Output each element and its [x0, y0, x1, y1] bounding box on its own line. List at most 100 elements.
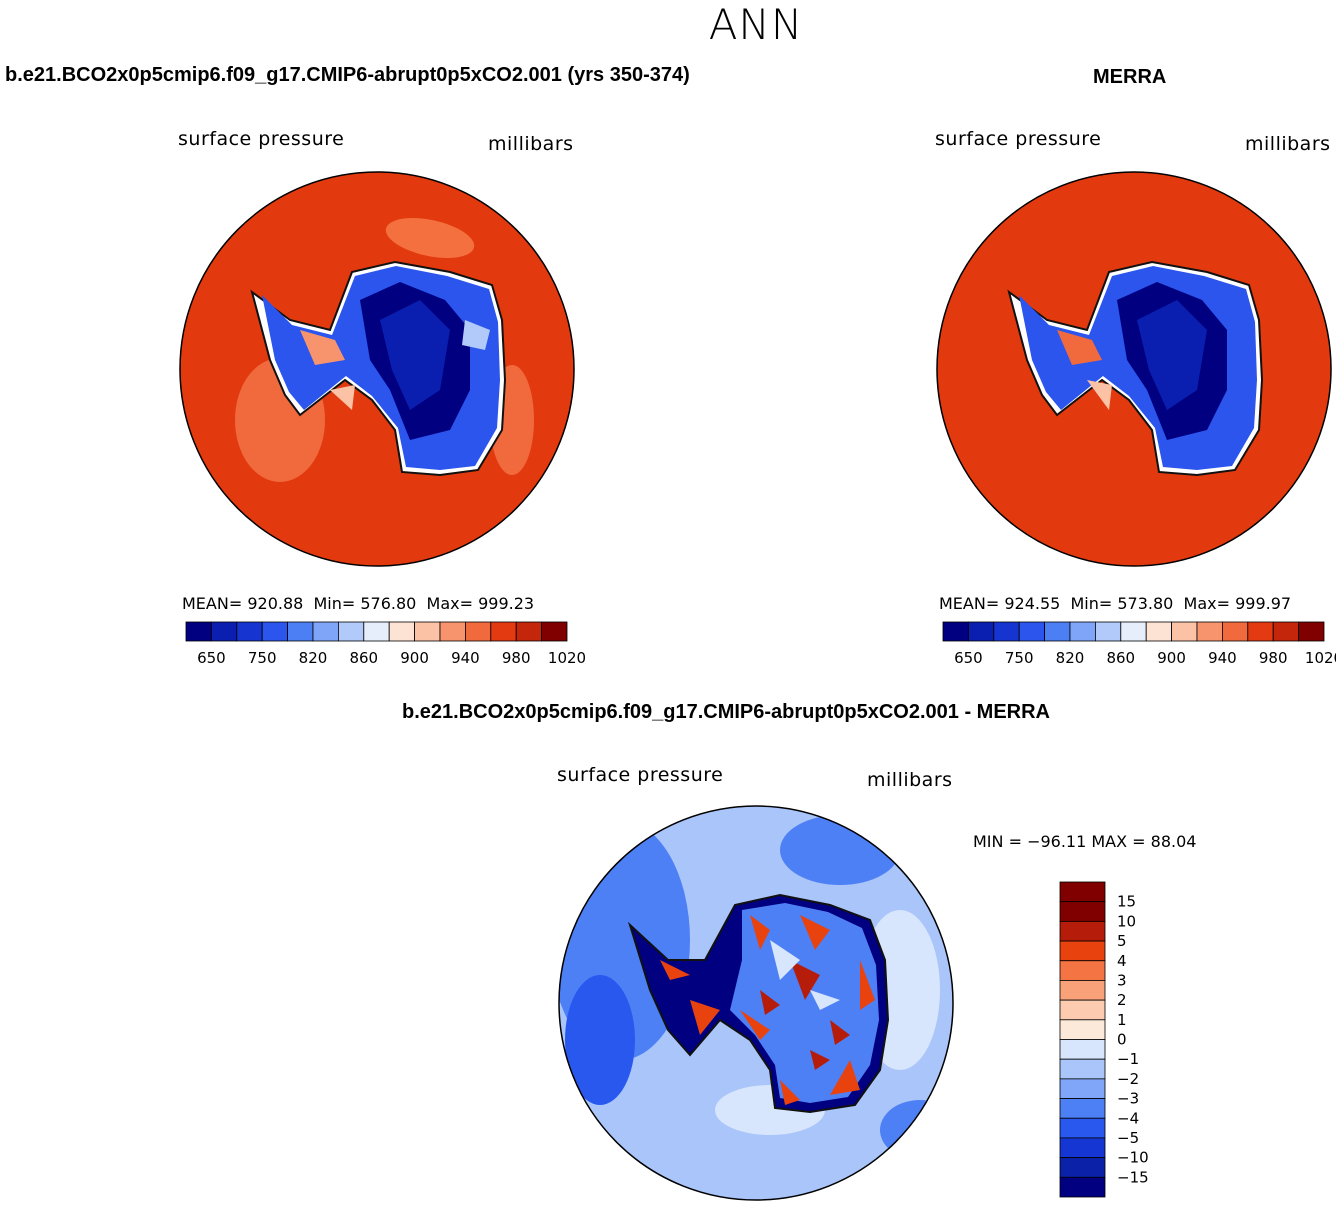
- obs-colorbar-tick-label: 750: [1005, 649, 1034, 667]
- model-colorbar-box: [388, 621, 416, 642]
- diff-colorbar-tick-label: −10: [1117, 1149, 1149, 1167]
- diff-colorbar-box: [1059, 1098, 1106, 1119]
- obs-mean-label: MEAN=: [939, 594, 1000, 613]
- model-colorbar-box: [541, 621, 568, 642]
- diff-stats: MIN = −96.11 MAX = 88.04: [973, 832, 1197, 851]
- diff-colorbar-tick-label: −2: [1117, 1070, 1139, 1088]
- diff-map: [558, 805, 954, 1201]
- obs-colorbar-tick-label: 650: [954, 649, 983, 667]
- obs-colorbar-box: [1247, 621, 1274, 642]
- obs-colorbar-box: [1095, 621, 1122, 642]
- model-min-label: Min=: [313, 594, 356, 613]
- obs-mean-value: 924.55: [1004, 594, 1061, 613]
- diff-colorbar-box: [1059, 940, 1106, 962]
- model-colorbar-box: [363, 621, 390, 642]
- model-colorbar-box: [312, 621, 339, 642]
- model-colorbar-tick-label: 1020: [548, 649, 586, 667]
- model-map: [179, 171, 575, 567]
- diff-colorbar-box: [1059, 1019, 1106, 1040]
- obs-colorbar-box: [1018, 621, 1046, 642]
- model-colorbar-box: [414, 621, 441, 642]
- diff-colorbar-box: [1059, 1117, 1106, 1139]
- obs-colorbar-box: [942, 621, 969, 642]
- model-colorbar-tick-label: 940: [451, 649, 480, 667]
- obs-colorbar-tick-label: 900: [1157, 649, 1186, 667]
- diff-colorbar-tick-label: 3: [1117, 971, 1127, 989]
- diff-colorbar-tick-label: 4: [1117, 952, 1127, 970]
- diff-units-label: millibars: [867, 769, 953, 791]
- model-colorbar-box: [464, 621, 492, 642]
- model-colorbar-tick-label: 750: [248, 649, 277, 667]
- model-colorbar-box: [210, 621, 238, 642]
- obs-colorbar-tick-label: 860: [1106, 649, 1135, 667]
- diff-colorbar-box: [1059, 881, 1106, 903]
- obs-colorbar-box: [1044, 621, 1071, 642]
- diff-colorbar-box: [1059, 980, 1106, 1001]
- diff-colorbar-tick-label: 15: [1117, 893, 1136, 911]
- model-colorbar-tick-label: 980: [502, 649, 531, 667]
- obs-max-value: 999.97: [1235, 594, 1292, 613]
- model-colorbar-tick-label: 860: [349, 649, 378, 667]
- obs-colorbar-box: [1069, 621, 1096, 642]
- model-stats: MEAN= 920.88 Min= 576.80 Max= 999.23: [182, 594, 534, 613]
- obs-panel-title: MERRA: [1093, 66, 1167, 88]
- obs-colorbar-box: [1120, 621, 1147, 642]
- diff-colorbar-box: [1059, 999, 1106, 1021]
- obs-colorbar-box: [993, 621, 1020, 642]
- model-colorbar-box: [261, 621, 289, 642]
- obs-colorbar: 650 750 820 860 900 940 980 1020: [942, 621, 1336, 667]
- model-colorbar-box: [287, 621, 314, 642]
- model-colorbar-tick-label: 650: [197, 649, 226, 667]
- diff-colorbar-box: [1059, 1058, 1106, 1080]
- diff-colorbar-box: [1059, 1078, 1106, 1099]
- figure-title: ANN: [708, 0, 804, 49]
- obs-min-label: Min=: [1070, 594, 1113, 613]
- diff-colorbar-box: [1059, 1137, 1106, 1159]
- diff-colorbar-box: [1059, 1176, 1106, 1198]
- diff-colorbar-box: [1059, 920, 1106, 942]
- obs-colorbar-box: [968, 621, 995, 642]
- model-colorbar-tick-label: 820: [299, 649, 328, 667]
- diff-colorbar-tick-label: −5: [1117, 1129, 1139, 1147]
- obs-map: [936, 171, 1332, 567]
- model-colorbar: 650 750 820 860 900 940 980 1020: [185, 621, 586, 667]
- model-colorbar-box: [236, 621, 263, 642]
- obs-colorbar-tick-label: 820: [1056, 649, 1085, 667]
- obs-colorbar-box: [1145, 621, 1172, 642]
- obs-colorbar-box: [1272, 621, 1299, 642]
- obs-colorbar-tick-label: 1020: [1305, 649, 1336, 667]
- diff-colorbar-tick-label: 1: [1117, 1011, 1127, 1029]
- obs-stats: MEAN= 924.55 Min= 573.80 Max= 999.97: [939, 594, 1291, 613]
- model-colorbar-box: [515, 621, 543, 642]
- obs-units-label: millibars: [1245, 133, 1331, 155]
- diff-colorbar-tick-label: 0: [1117, 1031, 1127, 1049]
- model-panel-title: b.e21.BCO2x0p5cmip6.f09_g17.CMIP6-abrupt…: [5, 64, 690, 86]
- model-colorbar-box: [490, 621, 517, 642]
- diff-colorbar-box: [1059, 1039, 1106, 1060]
- obs-colorbar-tick-label: 980: [1259, 649, 1288, 667]
- obs-colorbar-box: [1222, 621, 1249, 642]
- model-max-value: 999.23: [478, 594, 535, 613]
- diff-panel-title: b.e21.BCO2x0p5cmip6.f09_g17.CMIP6-abrupt…: [402, 701, 1050, 723]
- obs-colorbar-box: [1196, 621, 1223, 642]
- model-variable-label: surface pressure: [178, 128, 345, 150]
- model-colorbar-box: [185, 621, 212, 642]
- diff-colorbar-tick-label: 5: [1117, 932, 1127, 950]
- diff-colorbar-tick-label: 10: [1117, 912, 1136, 930]
- diff-colorbar-tick-label: 2: [1117, 991, 1127, 1009]
- obs-colorbar-box: [1171, 621, 1198, 642]
- diff-colorbar-tick-label: −4: [1117, 1109, 1139, 1127]
- model-units-label: millibars: [488, 133, 574, 155]
- diff-variable-label: surface pressure: [557, 764, 724, 786]
- diff-colorbar-tick-label: −1: [1117, 1050, 1139, 1068]
- model-max-label: Max=: [426, 594, 474, 613]
- diff-colorbar-box: [1059, 960, 1106, 981]
- model-colorbar-tick-label: 900: [400, 649, 429, 667]
- obs-variable-label: surface pressure: [935, 128, 1102, 150]
- diff-colorbar-tick-label: −15: [1117, 1168, 1149, 1186]
- obs-colorbar-box: [1298, 621, 1325, 642]
- diff-colorbar-tick-label: −3: [1117, 1090, 1139, 1108]
- obs-colorbar-tick-label: 940: [1208, 649, 1237, 667]
